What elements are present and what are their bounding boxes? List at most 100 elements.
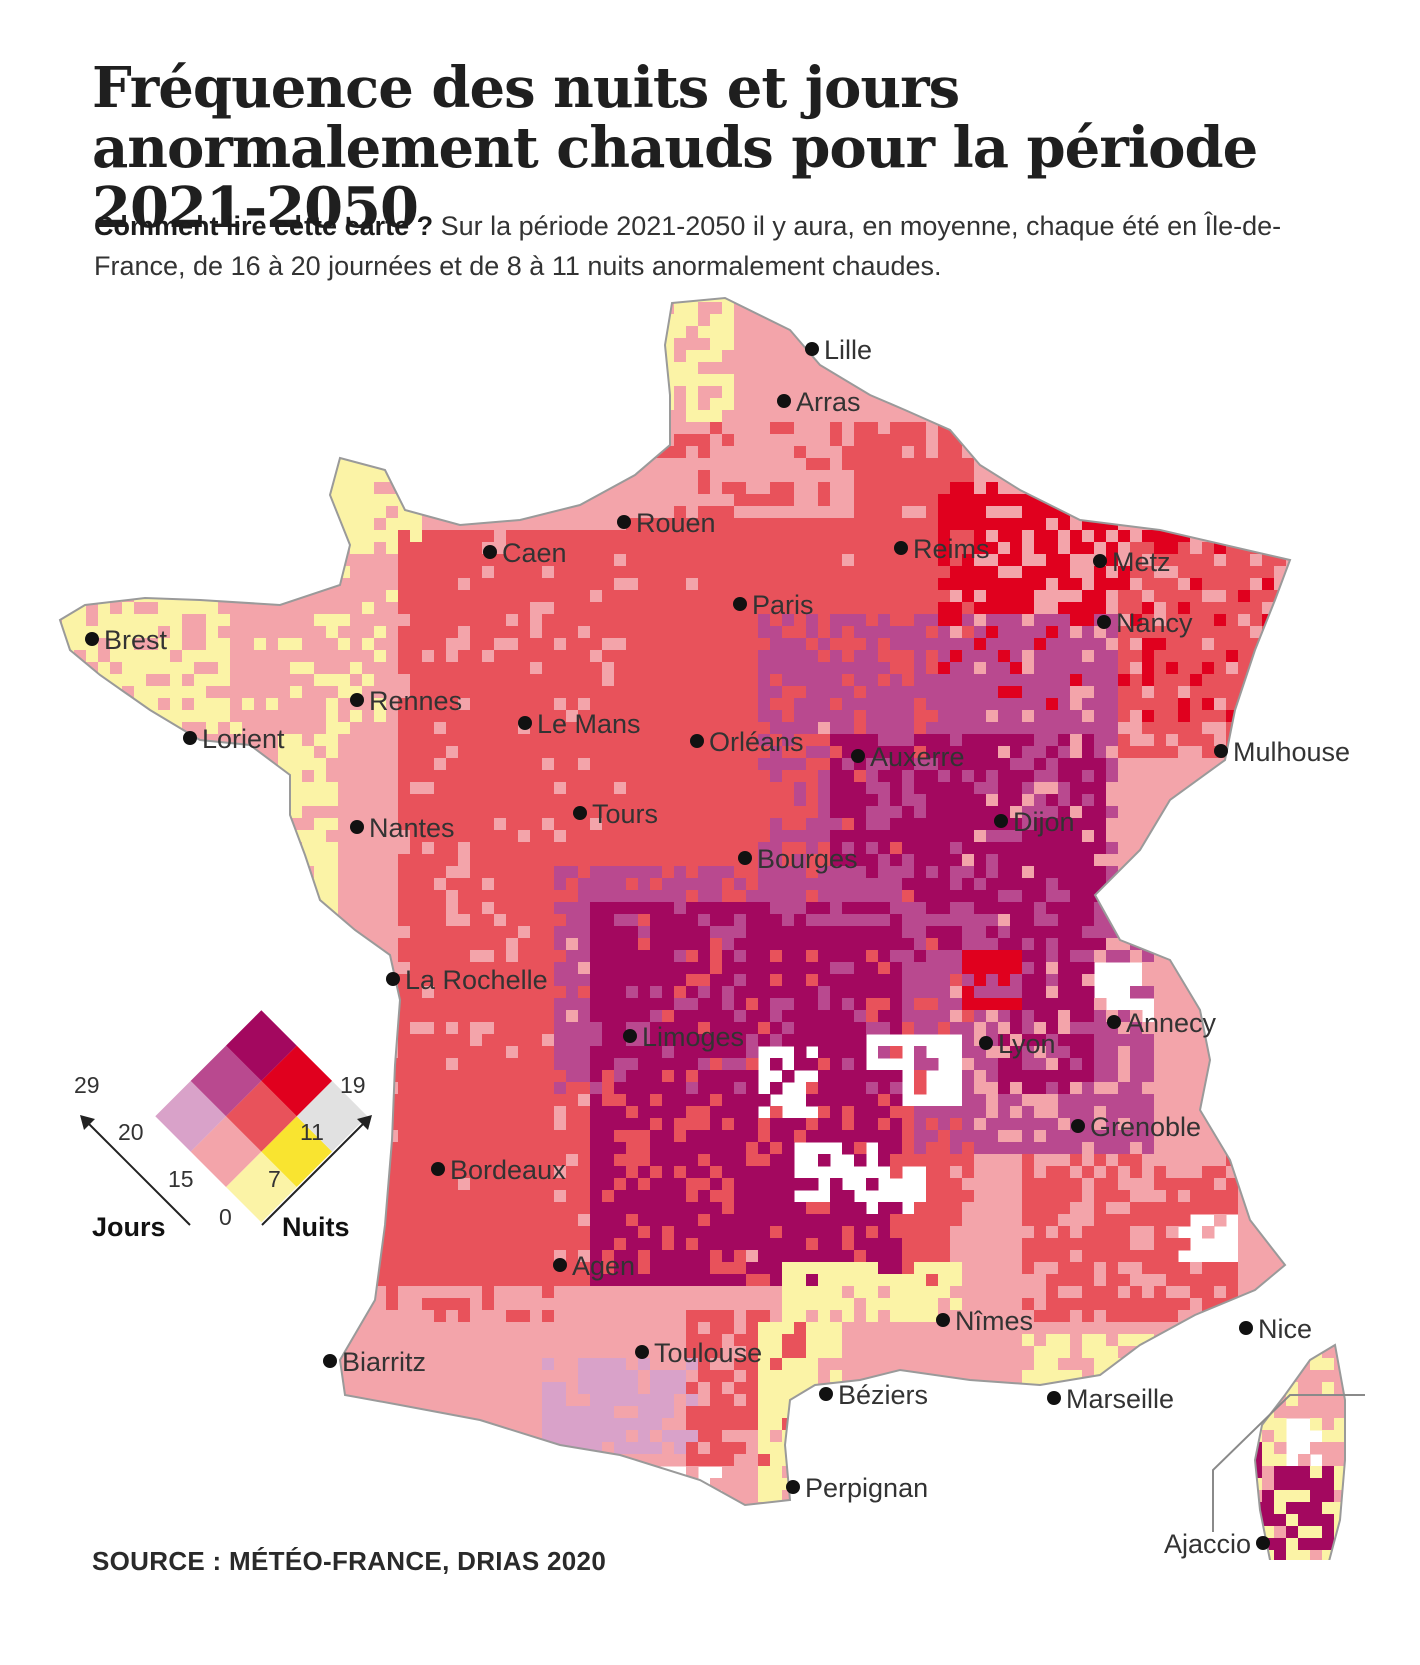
heat-cell bbox=[638, 410, 651, 423]
heat-cell bbox=[1190, 566, 1203, 579]
heat-cell bbox=[950, 602, 963, 615]
heat-cell bbox=[374, 758, 387, 771]
heat-cell bbox=[446, 410, 459, 423]
heat-cell bbox=[698, 362, 711, 375]
heat-cell bbox=[1202, 314, 1215, 327]
heat-cell bbox=[746, 422, 759, 435]
heat-cell bbox=[1370, 638, 1383, 651]
heat-cell bbox=[170, 638, 183, 651]
heat-cell bbox=[386, 578, 399, 591]
heat-cell bbox=[1058, 722, 1071, 735]
heat-cell bbox=[74, 422, 87, 435]
heat-cell bbox=[170, 806, 183, 819]
heat-cell bbox=[890, 386, 903, 399]
heat-cell bbox=[1166, 758, 1179, 771]
heat-cell bbox=[974, 638, 987, 651]
heat-cell bbox=[1094, 434, 1107, 447]
heat-cell bbox=[1166, 746, 1179, 759]
heat-cell bbox=[1130, 362, 1143, 375]
heat-cell bbox=[1286, 302, 1299, 315]
heat-cell bbox=[458, 374, 471, 387]
heat-cell bbox=[1106, 806, 1119, 819]
heat-cell bbox=[770, 434, 783, 447]
heat-cell bbox=[1070, 746, 1083, 759]
heat-cell bbox=[722, 410, 735, 423]
heat-cell bbox=[1154, 446, 1167, 459]
heat-cell bbox=[1106, 566, 1119, 579]
heat-cell bbox=[1010, 554, 1023, 567]
heat-cell bbox=[1274, 422, 1287, 435]
heat-cell bbox=[314, 542, 327, 555]
heat-cell bbox=[1334, 338, 1345, 351]
heat-cell bbox=[998, 542, 1011, 555]
heat-cell bbox=[554, 494, 567, 507]
heat-cell bbox=[1226, 638, 1239, 651]
heat-cell bbox=[890, 638, 903, 651]
heat-cell bbox=[206, 386, 219, 399]
heat-cell bbox=[170, 494, 183, 507]
heat-cell bbox=[326, 806, 339, 819]
heat-cell bbox=[1298, 710, 1311, 723]
heat-cell bbox=[302, 662, 315, 675]
heat-cell bbox=[1130, 626, 1143, 639]
heat-cell bbox=[662, 662, 675, 675]
heat-cell bbox=[122, 350, 135, 363]
heat-cell bbox=[1106, 710, 1119, 723]
heat-cell bbox=[878, 626, 891, 639]
heat-cell bbox=[998, 314, 1011, 327]
heat-cell bbox=[986, 338, 999, 351]
heat-cell bbox=[170, 350, 183, 363]
heat-cell bbox=[686, 434, 699, 447]
heat-cell bbox=[470, 326, 483, 339]
heat-cell bbox=[554, 302, 567, 315]
heat-cell bbox=[1094, 674, 1107, 687]
heat-cell bbox=[722, 374, 735, 387]
heat-cell bbox=[1010, 614, 1023, 627]
heat-cell bbox=[986, 590, 999, 603]
heat-cell bbox=[290, 482, 303, 495]
heat-cell bbox=[650, 590, 663, 603]
heat-cell bbox=[554, 446, 567, 459]
heat-cell bbox=[362, 398, 375, 411]
heat-cell bbox=[254, 434, 267, 447]
heat-cell bbox=[710, 710, 723, 723]
heat-cell bbox=[518, 806, 531, 819]
heat-cell bbox=[1046, 298, 1059, 303]
heat-cell bbox=[1010, 302, 1023, 315]
heat-cell bbox=[974, 698, 987, 711]
heat-cell bbox=[410, 326, 423, 339]
heat-cell bbox=[986, 410, 999, 423]
heat-cell bbox=[494, 650, 507, 663]
heat-cell bbox=[326, 722, 339, 735]
heat-cell bbox=[98, 362, 111, 375]
heat-cell bbox=[698, 350, 711, 363]
heat-cell bbox=[518, 518, 531, 531]
heat-cell bbox=[1310, 554, 1323, 567]
heat-cell bbox=[1022, 410, 1035, 423]
heat-cell bbox=[974, 314, 987, 327]
heat-cell bbox=[614, 758, 627, 771]
heat-cell bbox=[782, 674, 795, 687]
heat-cell bbox=[1034, 374, 1047, 387]
heat-cell bbox=[698, 686, 711, 699]
heat-cell bbox=[854, 578, 867, 591]
heat-cell bbox=[386, 686, 399, 699]
heat-cell bbox=[446, 470, 459, 483]
heat-cell bbox=[722, 626, 735, 639]
heat-cell bbox=[1334, 602, 1345, 615]
heat-cell bbox=[746, 638, 759, 651]
heat-cell bbox=[386, 722, 399, 735]
heat-cell bbox=[86, 374, 99, 387]
heat-cell bbox=[98, 578, 111, 591]
heat-cell bbox=[410, 698, 423, 711]
heat-cell bbox=[1142, 566, 1155, 579]
heat-cell bbox=[314, 518, 327, 531]
heat-cell bbox=[1094, 590, 1107, 603]
heat-cell bbox=[1142, 338, 1155, 351]
heat-cell bbox=[482, 374, 495, 387]
heat-cell bbox=[254, 338, 267, 351]
heat-cell bbox=[122, 338, 135, 351]
heat-cell bbox=[1322, 806, 1335, 819]
heat-cell bbox=[914, 350, 927, 363]
heat-cell bbox=[386, 326, 399, 339]
